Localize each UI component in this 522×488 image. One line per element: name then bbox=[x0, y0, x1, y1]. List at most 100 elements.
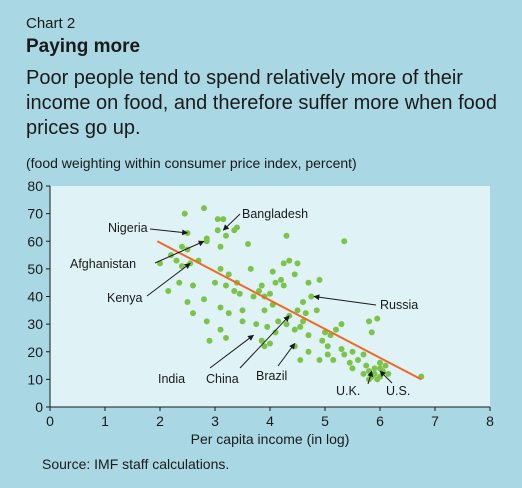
chart-title: Paying more bbox=[26, 36, 141, 57]
y-tick-label: 40 bbox=[27, 289, 43, 305]
data-point bbox=[239, 318, 246, 325]
data-point bbox=[267, 340, 273, 347]
y-tick-label: 20 bbox=[27, 344, 43, 360]
y-tick-label: 0 bbox=[35, 399, 43, 415]
annotation-arrow-afghanistan bbox=[154, 240, 205, 264]
x-tick-label: 7 bbox=[431, 413, 439, 429]
x-tick-label: 6 bbox=[376, 413, 384, 429]
data-point bbox=[217, 326, 224, 333]
data-point bbox=[291, 326, 298, 333]
data-point bbox=[330, 357, 337, 364]
data-point bbox=[294, 307, 301, 314]
data-point bbox=[181, 210, 188, 217]
x-tick-label: 8 bbox=[486, 413, 494, 429]
data-point bbox=[214, 227, 221, 234]
data-point bbox=[371, 370, 378, 377]
chart-subtitle: Poor people tend to spend relatively mor… bbox=[26, 67, 498, 139]
data-point bbox=[319, 337, 326, 344]
y-tick-label: 80 bbox=[27, 178, 43, 194]
data-point bbox=[239, 307, 246, 314]
data-point bbox=[308, 293, 315, 300]
data-point bbox=[267, 290, 273, 297]
data-point bbox=[231, 287, 238, 294]
data-point bbox=[217, 265, 224, 272]
annotation-arrow-us bbox=[379, 370, 393, 384]
data-point bbox=[349, 365, 356, 372]
chart-number: Chart 2 bbox=[26, 15, 76, 32]
x-tick-label: 5 bbox=[321, 413, 329, 429]
data-point bbox=[201, 296, 207, 303]
data-point bbox=[316, 357, 323, 364]
annotation-arrow-bangladesh bbox=[222, 213, 241, 231]
data-point bbox=[278, 276, 284, 283]
data-point bbox=[297, 357, 304, 364]
data-point bbox=[360, 370, 367, 377]
annotation-label-nigeria: Nigeria bbox=[108, 221, 148, 235]
data-point bbox=[355, 357, 361, 364]
data-point bbox=[377, 373, 383, 380]
data-point bbox=[256, 287, 262, 294]
data-point bbox=[250, 293, 257, 300]
data-point bbox=[272, 329, 279, 336]
data-point bbox=[360, 351, 367, 358]
data-point bbox=[313, 307, 320, 314]
data-point bbox=[223, 232, 229, 239]
data-point bbox=[341, 238, 348, 245]
data-point bbox=[286, 257, 293, 264]
data-point bbox=[253, 321, 260, 328]
data-point bbox=[261, 343, 268, 350]
data-point bbox=[324, 343, 331, 350]
annotation-arrow-nigeria bbox=[149, 228, 189, 236]
data-point bbox=[179, 263, 185, 270]
data-point bbox=[225, 310, 232, 317]
y-tick-label: 60 bbox=[27, 233, 43, 249]
data-point bbox=[371, 365, 378, 372]
data-point bbox=[346, 359, 353, 366]
x-axis: 0 1 2 3 4 5 6 7 8 bbox=[46, 406, 494, 429]
data-point bbox=[173, 257, 180, 264]
data-point bbox=[300, 299, 306, 306]
annotation-label-bangladesh: Bangladesh bbox=[242, 207, 308, 221]
annotation-label-uk: U.K. bbox=[336, 384, 360, 398]
data-point bbox=[179, 243, 185, 250]
y-tick-label: 70 bbox=[27, 206, 43, 222]
x-axis-title: Per capita income (in log) bbox=[191, 431, 350, 447]
data-point bbox=[338, 321, 345, 328]
annotation-label-china: China bbox=[206, 372, 239, 386]
annotation-label-afghanistan: Afghanistan bbox=[70, 257, 136, 271]
annotation-arrow-brazil bbox=[277, 342, 296, 367]
annotation-arrow-india bbox=[209, 334, 254, 369]
data-point bbox=[324, 351, 331, 358]
data-point bbox=[305, 279, 312, 286]
data-point bbox=[165, 287, 172, 294]
data-point bbox=[190, 310, 196, 317]
data-point bbox=[261, 307, 268, 314]
y-axis: 0 10 20 30 40 50 60 70 80 bbox=[27, 178, 51, 415]
data-point bbox=[264, 323, 271, 330]
data-point bbox=[333, 326, 339, 333]
data-point bbox=[203, 318, 210, 325]
data-point bbox=[220, 216, 227, 223]
data-point bbox=[316, 276, 323, 283]
data-point bbox=[245, 241, 251, 248]
country-annotations: Nigeria Bangladesh Afghanistan Kenya Russia I… bbox=[70, 207, 418, 398]
y-tick-label: 30 bbox=[27, 316, 43, 332]
data-point bbox=[203, 235, 210, 242]
data-point bbox=[305, 348, 312, 355]
annotation-arrow-kenya bbox=[146, 262, 191, 297]
data-point bbox=[305, 332, 312, 339]
annotation-arrow-russia bbox=[313, 294, 377, 306]
data-point bbox=[223, 282, 229, 289]
data-point bbox=[366, 318, 372, 325]
data-point bbox=[258, 337, 265, 344]
data-point bbox=[300, 318, 306, 325]
data-point bbox=[374, 315, 381, 322]
data-point bbox=[214, 216, 221, 223]
data-point bbox=[275, 318, 282, 325]
x-tick-label: 1 bbox=[101, 413, 109, 429]
data-point bbox=[206, 337, 213, 344]
data-point bbox=[212, 279, 218, 286]
data-point bbox=[272, 279, 279, 286]
data-point bbox=[297, 323, 304, 330]
data-point bbox=[283, 321, 290, 328]
